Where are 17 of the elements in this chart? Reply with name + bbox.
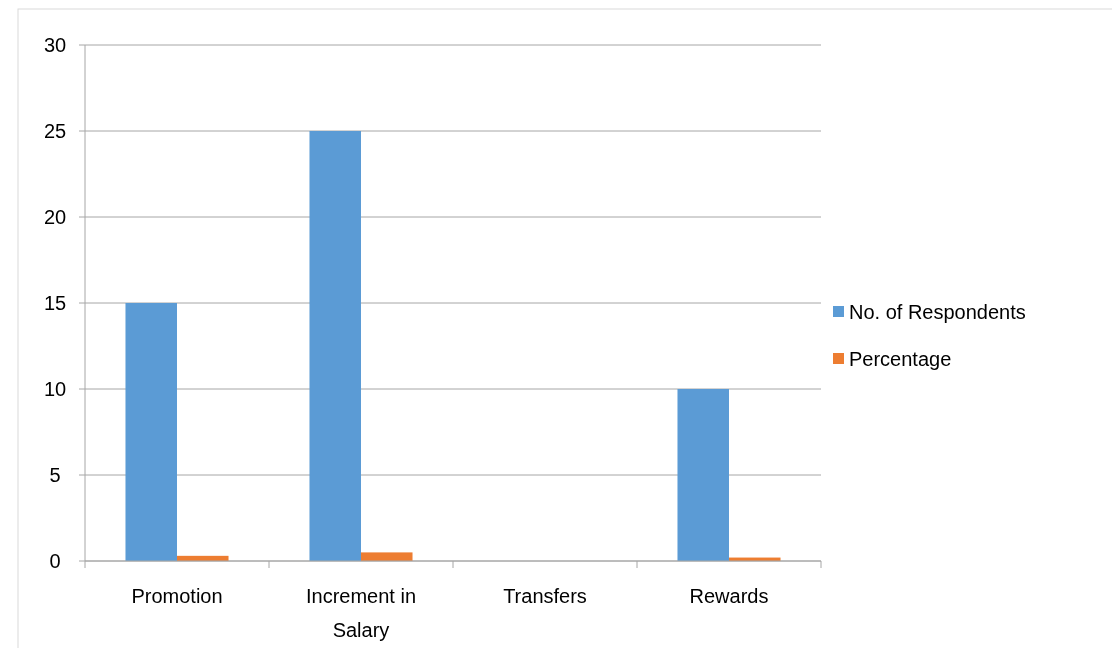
y-tick-label: 5 [49,464,61,486]
y-tick-label: 10 [43,378,67,400]
bar [125,303,177,561]
x-tick-label: Increment in Salary [305,585,417,641]
bar [677,389,729,561]
x-tick-label: Promotion [131,585,223,607]
y-tick-label: 15 [43,292,67,314]
x-tick-label: Transfers [503,585,587,607]
legend-label: Percentage [849,348,952,370]
legend-label: No. of Respondents [849,301,1026,323]
x-tick-label: Rewards [689,585,769,607]
y-tick-label: 0 [49,550,61,572]
y-tick-label: 25 [43,120,67,142]
bar [361,552,413,561]
bar [309,131,361,561]
y-tick-label: 30 [43,34,67,56]
y-tick-label: 20 [43,206,67,228]
